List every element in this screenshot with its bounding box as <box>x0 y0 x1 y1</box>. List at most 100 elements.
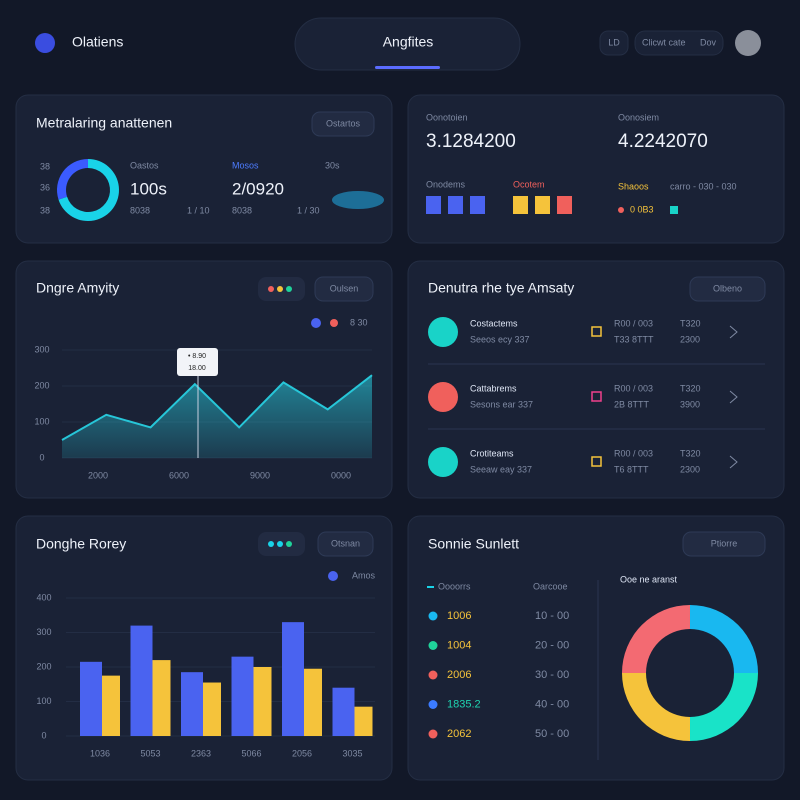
stat-label: 30s <box>325 160 340 170</box>
legend-dot <box>311 318 321 328</box>
column-header: Oooorrs <box>438 581 471 591</box>
chart-title: Ooe ne aranst <box>620 574 678 584</box>
x-tick-label: 2363 <box>191 748 211 758</box>
row-range: 10 - 00 <box>535 610 569 622</box>
area <box>62 375 372 458</box>
row-value: 2006 <box>447 669 471 681</box>
y-tick-label: 400 <box>36 592 51 602</box>
y-tick-label: 200 <box>34 380 49 390</box>
row-glyph <box>591 391 602 402</box>
bar <box>354 706 373 736</box>
panel-title: Donghe Rorey <box>36 536 126 552</box>
donut-segment <box>690 673 758 741</box>
row-value: 3900 <box>680 399 700 409</box>
avatar[interactable] <box>735 30 761 56</box>
total-label: Oonosiem <box>618 112 659 122</box>
donut-segment <box>622 605 690 673</box>
search-box[interactable] <box>634 30 724 56</box>
bar <box>203 682 221 736</box>
search-text: Clicwt cate <box>642 37 686 47</box>
nav-pill[interactable] <box>294 17 521 71</box>
row-glyph <box>591 456 602 467</box>
row-value: T320 <box>680 448 701 458</box>
dot <box>277 286 283 292</box>
dot <box>268 541 274 547</box>
swatch <box>448 196 463 214</box>
panel <box>407 94 785 244</box>
row-dot <box>428 700 438 709</box>
stat-label: Oastos <box>130 160 159 170</box>
button[interactable] <box>317 531 374 557</box>
row-value: 2B 8TTT <box>614 399 650 409</box>
stat-sub: 1 / 30 <box>297 205 320 215</box>
row-sub: Seeaw eay 337 <box>470 464 532 474</box>
group-label: Ocotem <box>513 179 545 189</box>
donut-segment <box>56 159 88 200</box>
row-name: Cattabrems <box>470 383 517 393</box>
swatch <box>426 196 441 214</box>
row-icon <box>428 317 458 347</box>
row-dot <box>428 670 438 680</box>
line <box>61 374 373 441</box>
bar <box>231 656 254 736</box>
button[interactable] <box>311 111 375 137</box>
donut-segment <box>58 159 119 221</box>
row-value: T320 <box>680 318 701 328</box>
y-tick-label: 100 <box>36 696 51 706</box>
row-dot <box>428 729 438 739</box>
swatch <box>557 196 572 214</box>
bar <box>282 622 304 736</box>
x-tick-label: 2000 <box>88 470 108 480</box>
x-tick-label: 6000 <box>169 470 189 480</box>
row-icon <box>428 382 458 412</box>
chevron[interactable] <box>729 390 738 404</box>
button-label: Ptiorre <box>711 538 738 548</box>
logo-icon <box>35 33 55 53</box>
row-value: T33 8TTT <box>614 334 654 344</box>
bar <box>304 668 322 736</box>
dot <box>286 286 292 292</box>
dot <box>277 541 283 547</box>
donut-segment <box>690 605 758 673</box>
total-value: 4.2242070 <box>618 131 708 152</box>
swatch <box>513 196 528 214</box>
nav-button[interactable] <box>599 30 629 56</box>
x-tick-label: 9000 <box>250 470 270 480</box>
button[interactable] <box>689 276 766 302</box>
bar <box>332 687 355 736</box>
bar <box>253 667 272 736</box>
x-tick-label: 5066 <box>241 748 261 758</box>
panel-title: Sonnie Sunlett <box>428 536 519 552</box>
y-tick-label: 100 <box>34 416 49 426</box>
bar <box>181 672 203 736</box>
row-range: 20 - 00 <box>535 639 569 651</box>
button-label: Ostartos <box>326 118 361 128</box>
legend-label: 8 30 <box>350 317 368 327</box>
x-tick-label: 3035 <box>342 748 362 758</box>
row-value: 1835.2 <box>447 698 481 710</box>
legend-dot <box>330 319 338 327</box>
row-value: R00 / 003 <box>614 448 653 458</box>
panel <box>407 260 785 499</box>
stat-sub: 8038 <box>130 205 150 215</box>
button-label: Oulsen <box>330 283 359 293</box>
logo-text: Olatiens <box>72 34 123 50</box>
donut-segment <box>622 673 690 741</box>
row-name: Crotiteams <box>470 448 514 458</box>
row-icon <box>428 447 458 477</box>
panel-title: Metralaring anattenen <box>36 115 172 131</box>
button[interactable] <box>314 276 374 302</box>
button[interactable] <box>682 531 766 557</box>
row-range: 30 - 00 <box>535 669 569 681</box>
chevron[interactable] <box>729 325 738 339</box>
row-value: T6 8TTT <box>614 464 649 474</box>
button-label: Olbeno <box>713 283 742 293</box>
y-tick-label: 300 <box>34 344 49 354</box>
chevron[interactable] <box>729 455 738 469</box>
y-tick-label: 300 <box>36 627 51 637</box>
row-value: R00 / 003 <box>614 383 653 393</box>
tooltip-text: • 8.90 <box>188 353 206 360</box>
row-value: 1006 <box>447 610 471 622</box>
panel-title: Denutra rhe tye Amsaty <box>428 280 574 296</box>
